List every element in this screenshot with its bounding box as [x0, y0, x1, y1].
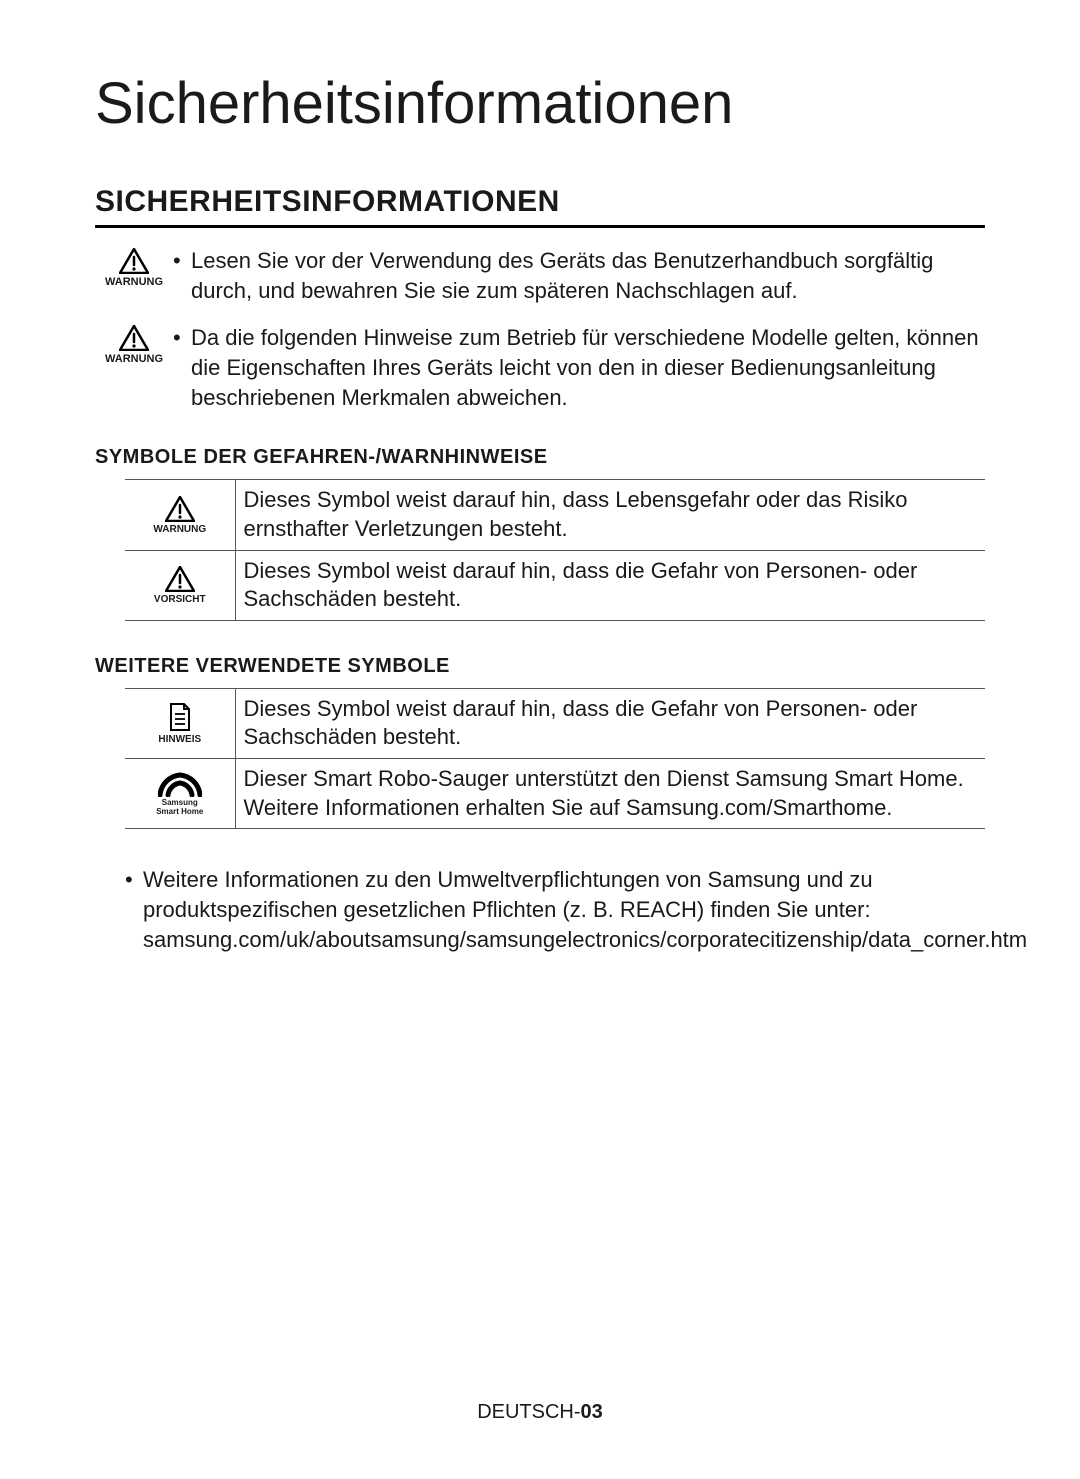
caution-triangle-icon	[165, 570, 195, 587]
symbol-label: WARNUNG	[129, 524, 231, 535]
warning-text: Da die folgenden Hinweise zum Betrieb fü…	[191, 323, 985, 412]
symbol-icon-cell: HINWEIS	[125, 688, 235, 758]
warning-block: WARNUNG • Da die folgenden Hinweise zum …	[95, 323, 985, 412]
table-row: WARNUNG Dieses Symbol weist darauf hin, …	[125, 480, 985, 550]
other-symbols-table: HINWEIS Dieses Symbol weist darauf hin, …	[125, 688, 985, 829]
bullet-icon: •	[173, 246, 191, 305]
symbol-icon-cell: WARNUNG	[125, 480, 235, 550]
warning-text: Lesen Sie vor der Verwendung des Geräts …	[191, 246, 985, 305]
table-row: SamsungSmart Home Dieser Smart Robo-Saug…	[125, 759, 985, 829]
warning-block: WARNUNG • Lesen Sie vor der Verwendung d…	[95, 246, 985, 305]
warning-text-cell: • Lesen Sie vor der Verwendung des Gerät…	[173, 246, 985, 305]
smart-home-arc-icon	[158, 775, 202, 792]
warning-triangle-icon	[165, 500, 195, 517]
symbol-description: Dieses Symbol weist darauf hin, dass Leb…	[235, 480, 985, 550]
page-title: Sicherheitsinformationen	[95, 70, 985, 137]
warning-icon-cell: WARNUNG	[95, 323, 173, 365]
document-page: Sicherheitsinformationen SICHERHEITSINFO…	[0, 0, 1080, 1479]
symbol-label: VORSICHT	[129, 594, 231, 605]
table-row: VORSICHT Dieses Symbol weist darauf hin,…	[125, 550, 985, 620]
other-symbols-heading: WEITERE VERWENDETE SYMBOLE	[95, 655, 985, 678]
warning-icon-cell: WARNUNG	[95, 246, 173, 288]
symbol-icon-cell: VORSICHT	[125, 550, 235, 620]
warning-label: WARNUNG	[95, 276, 173, 288]
section-heading: SICHERHEITSINFORMATIONEN	[95, 185, 985, 228]
warning-triangle-icon	[119, 330, 149, 347]
symbol-icon-cell: SamsungSmart Home	[125, 759, 235, 829]
symbols-heading: SYMBOLE DER GEFAHREN-/WARNHINWEISE	[95, 446, 985, 469]
warning-label: WARNUNG	[95, 353, 173, 365]
symbol-description: Dieser Smart Robo-Sauger unterstützt den…	[235, 759, 985, 829]
footer-note-text: Weitere Informationen zu den Umweltverpf…	[143, 865, 1027, 954]
footer-note-block: • Weitere Informationen zu den Umweltver…	[95, 865, 985, 954]
symbol-description: Dieses Symbol weist darauf hin, dass die…	[235, 688, 985, 758]
warning-text-cell: • Da die folgenden Hinweise zum Betrieb …	[173, 323, 985, 412]
symbol-description: Dieses Symbol weist darauf hin, dass die…	[235, 550, 985, 620]
table-row: HINWEIS Dieses Symbol weist darauf hin, …	[125, 688, 985, 758]
page-number-value: 03	[581, 1401, 603, 1423]
page-number: DEUTSCH-03	[0, 1401, 1080, 1424]
note-document-icon	[167, 708, 193, 725]
page-label-prefix: DEUTSCH-	[477, 1401, 580, 1423]
warning-triangle-icon	[119, 252, 149, 269]
symbol-label: SamsungSmart Home	[129, 799, 231, 817]
bullet-icon: •	[125, 865, 143, 954]
symbol-label: HINWEIS	[129, 734, 231, 745]
bullet-icon: •	[173, 323, 191, 412]
hazard-symbols-table: WARNUNG Dieses Symbol weist darauf hin, …	[125, 479, 985, 620]
